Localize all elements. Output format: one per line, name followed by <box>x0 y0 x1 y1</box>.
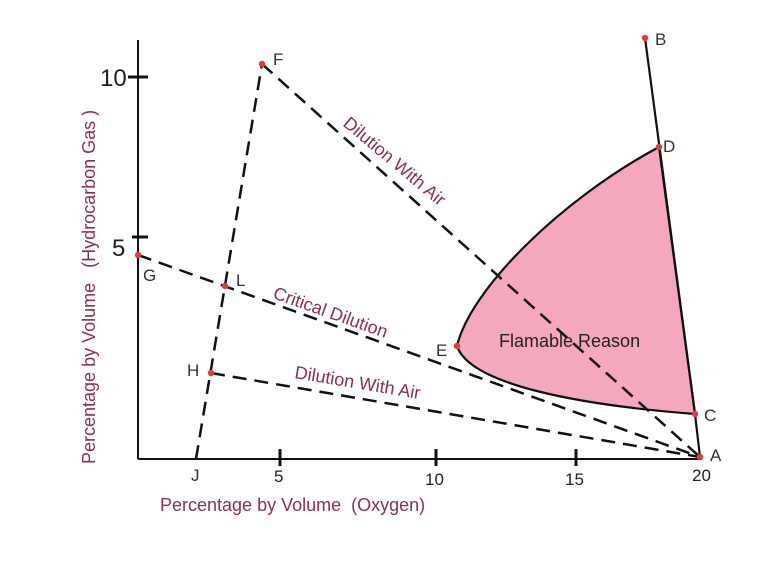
label-dilution-lower: Dilution With Air <box>293 362 422 403</box>
y-tick-label-5: 5 <box>112 235 125 262</box>
dashed-line-j-f <box>194 63 264 460</box>
label-point-g: G <box>143 266 156 285</box>
line-c-a <box>693 413 702 458</box>
x-axis-title: Percentage by Volume (Oxygen) <box>160 495 425 515</box>
label-point-h: H <box>187 361 199 380</box>
x-tick-label-20: 20 <box>692 466 711 485</box>
y-axis-title: Percentage by Volume (Hydrocarbon Gas ) <box>79 110 99 464</box>
point-d <box>655 143 663 151</box>
point-h <box>207 369 215 377</box>
point-b <box>641 34 649 42</box>
label-point-b: B <box>655 30 666 49</box>
label-point-c: C <box>704 406 716 425</box>
x-tick-label-10: 10 <box>425 470 444 489</box>
label-point-a: A <box>710 446 722 465</box>
dashed-line-f-a <box>261 63 701 458</box>
label-point-j: J <box>191 466 200 485</box>
x-tick-label-5: 5 <box>274 467 283 486</box>
point-c <box>691 410 699 418</box>
point-l <box>221 282 229 290</box>
label-point-e: E <box>436 341 447 360</box>
flammable-region <box>455 145 697 416</box>
y-tick-label-10: 10 <box>100 65 127 92</box>
x-tick-label-15: 15 <box>565 470 584 489</box>
line-b-c <box>643 37 697 415</box>
point-g <box>134 251 142 259</box>
label-point-d: D <box>663 137 675 156</box>
label-flammable-region: Flamable Reason <box>499 331 640 351</box>
label-point-l: L <box>236 271 245 290</box>
point-e <box>453 342 461 350</box>
label-point-f: F <box>273 50 283 69</box>
dashed-line-g-a <box>137 253 701 459</box>
dashed-line-h-a <box>210 371 701 459</box>
label-critical-dilution: Critical Dilution <box>271 283 391 342</box>
point-a <box>696 453 704 461</box>
label-dilution-upper: Dilution With Air <box>339 113 449 210</box>
point-f <box>258 60 266 68</box>
